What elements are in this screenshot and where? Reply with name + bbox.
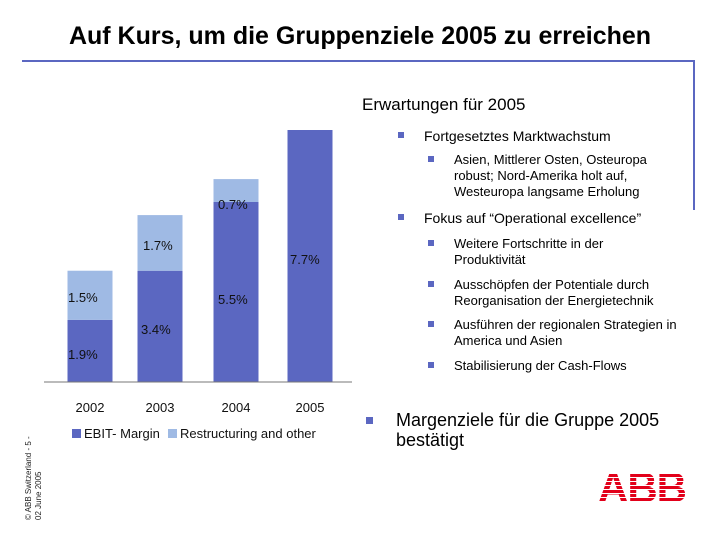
bar-group: 1.9% 3.4% 5.5% 7.7% 1.5% 1.7% 0.7% [67, 130, 333, 382]
bullet-square-icon [398, 214, 404, 220]
expectations-title: Erwartungen für 2005 [362, 95, 526, 114]
legend-swatch-1 [168, 429, 177, 438]
bar-2002-series-1 [67, 270, 113, 320]
bullet-reorganisation: Ausschöpfen der Potentiale durch Reorgan… [428, 277, 698, 309]
legend-swatch-0 [72, 429, 81, 438]
bar-2004-series-0 [213, 202, 259, 382]
x-tick-label-2003: 2003 [146, 400, 175, 415]
x-axis-ticks: 2002 2003 2004 2005 [76, 400, 325, 415]
x-tick-label-2005: 2005 [296, 400, 325, 415]
page-title: Auf Kurs, um die Gruppenziele 2005 zu er… [68, 22, 652, 50]
bullet-productivity: Weitere Fortschritte in der Produktivitä… [428, 236, 678, 268]
bullet-square-icon [366, 417, 373, 424]
legend-label-0: EBIT- Margin [84, 426, 160, 441]
bar-2002-series-0 [67, 319, 113, 382]
title-divider-end [693, 60, 695, 210]
bullet-square-icon [398, 132, 404, 138]
x-tick-label-2002: 2002 [76, 400, 105, 415]
data-label-2003-series-1: 1.7% [143, 238, 173, 253]
bullet-margin-targets: Margenziele für die Gruppe 2005 bestätig… [366, 410, 686, 450]
bullet-regional-strategies: Ausführen der regionalen Strategien in A… [428, 317, 698, 349]
bar-2003-series-1 [137, 215, 183, 271]
bullet-regions: Asien, Mittlerer Osten, Osteuropa robust… [428, 152, 678, 200]
bullet-square-icon [428, 321, 434, 327]
bullet-square-icon [428, 281, 434, 287]
data-label-2002-series-0: 1.9% [68, 347, 98, 362]
legend-label-1: Restructuring and other [180, 426, 317, 441]
title-divider [22, 60, 694, 62]
bullet-square-icon [428, 240, 434, 246]
svg-text:ABB: ABB [598, 466, 686, 506]
bullet-cash-flows: Stabilisierung der Cash-Flows [428, 358, 698, 374]
chart-legend: EBIT- Margin Restructuring and other [72, 426, 317, 441]
abb-logo: ABB [598, 466, 686, 506]
bar-2003-series-0 [137, 270, 183, 382]
bullet-market-growth: Fortgesetztes Marktwachstum [398, 128, 698, 144]
bullet-operational-excellence: Fokus auf “Operational excellence” [398, 210, 698, 226]
bullet-square-icon [428, 156, 434, 162]
bar-2004-series-1 [213, 179, 259, 202]
data-label-2004-series-0: 5.5% [218, 292, 248, 307]
data-label-2004-series-1: 0.7% [218, 197, 248, 212]
bar-2005-series-0 [287, 130, 333, 382]
data-label-2002-series-1: 1.5% [68, 290, 98, 305]
data-label-2003-series-0: 3.4% [141, 322, 171, 337]
x-tick-label-2004: 2004 [222, 400, 251, 415]
data-label-2005-series-0: 7.7% [290, 252, 320, 267]
bullet-square-icon [428, 362, 434, 368]
